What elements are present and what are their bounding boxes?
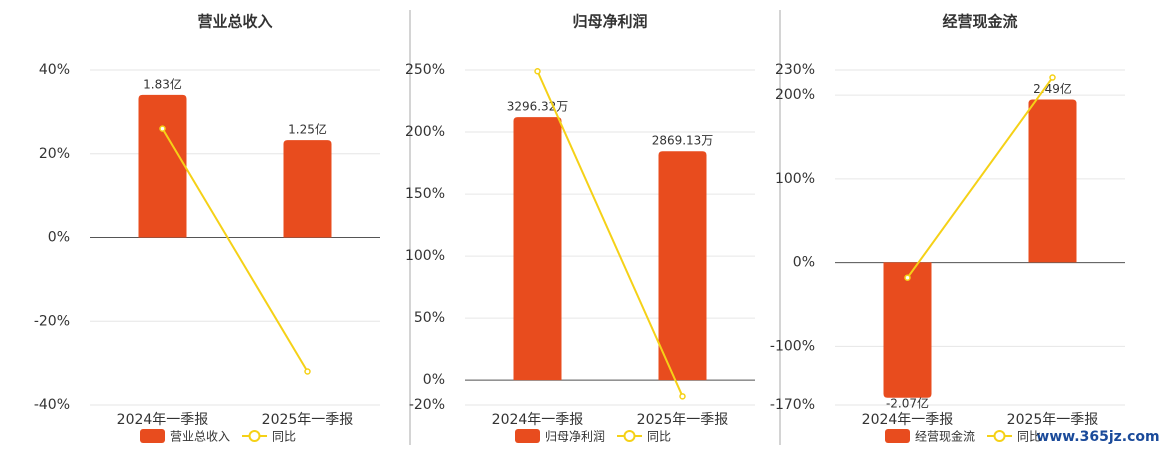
- bar: [513, 117, 562, 381]
- y-tick-label: 250%: [405, 62, 445, 78]
- legend-swatch: [248, 430, 261, 442]
- y-tick-label: -40%: [34, 397, 70, 413]
- bar: [1028, 99, 1077, 263]
- line-point: [1049, 74, 1056, 81]
- value-label: 2869.13万: [652, 134, 714, 148]
- chart-title: 经营现金流: [942, 13, 1017, 31]
- y-tick-label: -170%: [770, 397, 815, 413]
- bar: [883, 262, 932, 398]
- y-tick-label: 100%: [775, 171, 815, 187]
- y-tick-label: 0%: [48, 230, 70, 246]
- chart-title: 归母净利润: [572, 13, 647, 31]
- legend-swatch: [623, 430, 636, 442]
- watermark: www.365jz.com: [1036, 429, 1159, 445]
- line-point: [679, 393, 686, 400]
- x-tick-label: 2024年一季报: [117, 412, 209, 428]
- legend-swatch: [885, 429, 910, 443]
- legend-swatch: [140, 429, 165, 443]
- bar: [658, 151, 707, 381]
- x-tick-label: 2025年一季报: [637, 412, 729, 428]
- y-tick-label: 50%: [414, 310, 445, 326]
- legend-label: 同比: [272, 430, 296, 444]
- x-tick-label: 2024年一季报: [862, 412, 954, 428]
- chart-title: 营业总收入: [197, 13, 272, 31]
- legend-swatch: [993, 430, 1006, 442]
- bar: [283, 140, 332, 238]
- y-tick-label: 200%: [405, 124, 445, 140]
- y-tick-label: 0%: [793, 255, 815, 271]
- legend-label: 归母净利润: [545, 430, 605, 444]
- legend-label: 同比: [647, 430, 671, 444]
- y-tick-label: 150%: [405, 186, 445, 202]
- legend-swatch: [515, 429, 540, 443]
- y-tick-label: -20%: [409, 397, 445, 413]
- y-tick-label: 100%: [405, 248, 445, 264]
- y-tick-label: -100%: [770, 338, 815, 354]
- value-label: 1.83亿: [143, 76, 182, 91]
- legend-label: 营业总收入: [170, 430, 230, 444]
- line: [161, 128, 309, 373]
- bar: [138, 94, 187, 238]
- y-tick-label: 20%: [39, 146, 70, 162]
- y-tick-label: -20%: [34, 313, 70, 329]
- legend-label: 经营现金流: [915, 429, 975, 444]
- line-point: [159, 125, 166, 132]
- line-point: [904, 274, 911, 281]
- line-point: [304, 368, 311, 375]
- value-label: -2.07亿: [886, 395, 929, 410]
- value-label: 3296.32万: [507, 100, 569, 114]
- x-tick-label: 2025年一季报: [262, 412, 354, 428]
- y-tick-label: 40%: [39, 62, 70, 78]
- value-label: 1.25亿: [288, 122, 327, 137]
- y-tick-label: 0%: [423, 372, 445, 388]
- line-point: [534, 67, 541, 75]
- y-tick-label: 200%: [775, 87, 815, 103]
- y-tick-label: 230%: [775, 62, 815, 78]
- x-tick-label: 2024年一季报: [492, 412, 584, 428]
- line: [536, 70, 684, 397]
- x-tick-label: 2025年一季报: [1007, 412, 1099, 428]
- value-label: 2.49亿: [1033, 81, 1072, 96]
- line: [906, 76, 1054, 279]
- legend-label: 同比: [1017, 430, 1041, 444]
